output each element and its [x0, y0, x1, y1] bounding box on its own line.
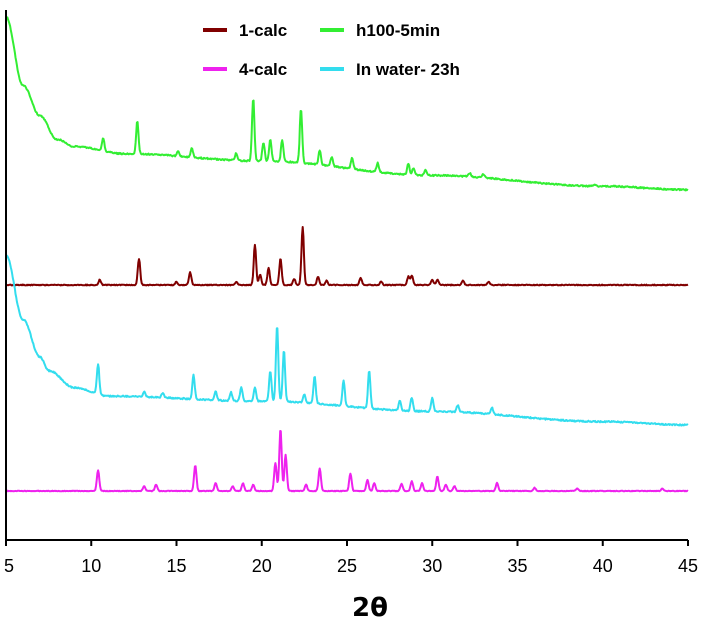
legend: 1-calc h100-5min 4-calc In water- 23h: [203, 21, 460, 79]
x-tick-label: 30: [422, 556, 442, 576]
x-ticks: 5 10 15 20 25 30 35 40 45: [4, 540, 698, 576]
legend-label: 4-calc: [239, 60, 287, 79]
x-tick-label: 45: [678, 556, 698, 576]
x-tick-label: 35: [507, 556, 527, 576]
x-axis: 5 10 15 20 25 30 35 40 45: [4, 10, 698, 576]
series-line-in-water-23h: [5, 253, 689, 427]
legend-label: h100-5min: [356, 21, 440, 40]
x-tick-label: 10: [81, 556, 101, 576]
x-tick-label: 15: [166, 556, 186, 576]
series-line-1-calc: [5, 226, 689, 287]
legend-label: 1-calc: [239, 21, 287, 40]
series-layer: [5, 16, 689, 493]
series-line-h100-5min: [5, 16, 689, 192]
x-tick-label: 40: [593, 556, 613, 576]
x-tick-label: 25: [337, 556, 357, 576]
x-axis-title: 2θ: [352, 593, 388, 623]
legend-label: In water- 23h: [356, 60, 460, 79]
x-tick-label: 20: [252, 556, 272, 576]
series-line-4-calc: [5, 430, 689, 493]
x-tick-label: 5: [4, 556, 14, 576]
